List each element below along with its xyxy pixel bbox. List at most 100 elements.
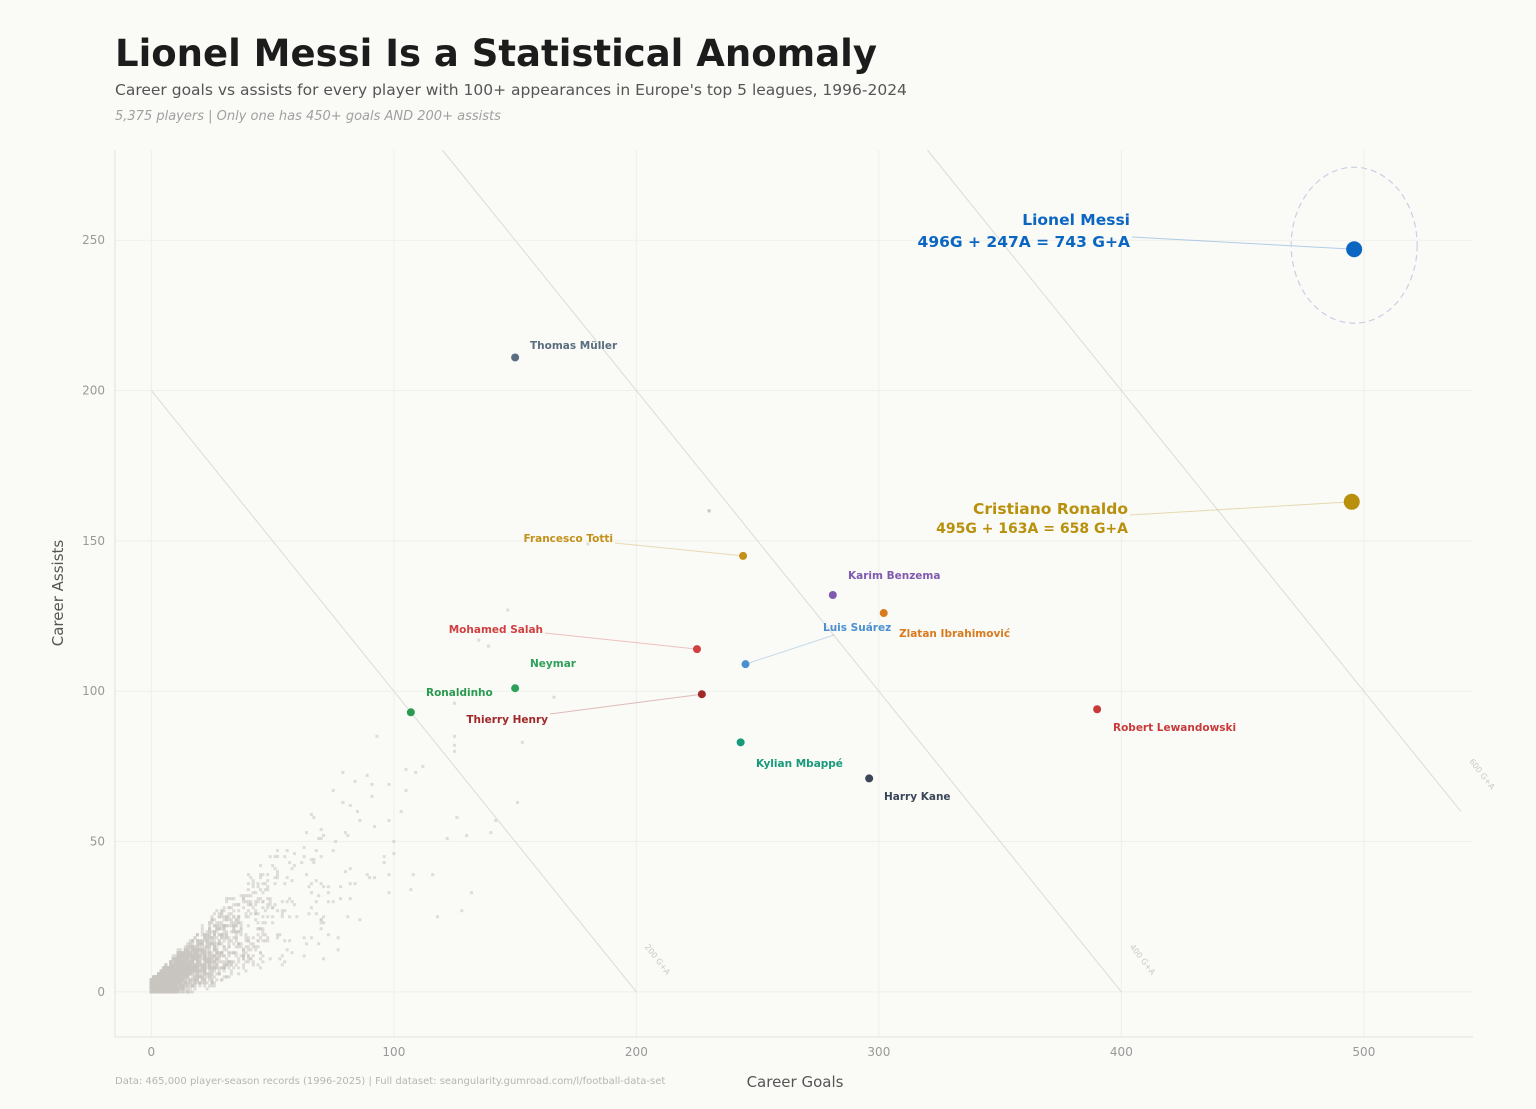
background-point bbox=[208, 954, 212, 958]
background-point bbox=[203, 978, 207, 982]
background-point bbox=[191, 942, 195, 946]
background-point bbox=[227, 924, 231, 928]
background-point bbox=[178, 957, 182, 961]
background-point bbox=[222, 960, 226, 964]
background-point bbox=[186, 942, 190, 946]
background-point bbox=[215, 909, 219, 913]
player-point bbox=[828, 591, 837, 600]
background-point bbox=[229, 918, 233, 922]
background-point bbox=[256, 900, 260, 904]
background-point bbox=[259, 957, 262, 961]
background-point bbox=[312, 816, 316, 820]
background-point bbox=[157, 975, 161, 979]
background-point bbox=[178, 963, 182, 967]
background-point bbox=[174, 987, 178, 991]
background-point bbox=[174, 969, 178, 973]
background-point bbox=[251, 963, 255, 967]
background-point bbox=[486, 644, 490, 648]
background-point bbox=[174, 984, 178, 988]
background-point bbox=[237, 915, 241, 919]
background-point bbox=[322, 957, 326, 961]
background-point bbox=[176, 978, 180, 982]
background-point bbox=[251, 945, 255, 949]
background-point bbox=[169, 981, 173, 985]
background-point bbox=[169, 975, 173, 979]
background-point bbox=[220, 921, 224, 925]
background-point bbox=[166, 969, 170, 973]
background-point bbox=[246, 888, 250, 892]
background-point bbox=[225, 957, 229, 961]
background-point bbox=[200, 933, 204, 937]
background-point bbox=[222, 954, 226, 958]
background-point bbox=[237, 972, 241, 976]
background-point bbox=[176, 981, 180, 985]
background-point bbox=[178, 951, 182, 955]
background-point bbox=[244, 933, 248, 937]
background-point bbox=[178, 954, 182, 958]
background-point bbox=[154, 978, 158, 982]
background-point bbox=[186, 966, 190, 970]
background-point bbox=[348, 897, 352, 901]
background-point bbox=[174, 957, 178, 961]
background-point bbox=[273, 867, 277, 871]
background-point bbox=[263, 933, 267, 937]
background-point bbox=[288, 915, 292, 919]
background-point bbox=[208, 930, 212, 934]
background-point bbox=[171, 969, 175, 973]
background-point bbox=[205, 933, 209, 937]
background-point bbox=[404, 767, 408, 771]
background-point bbox=[164, 972, 168, 976]
background-point bbox=[200, 930, 204, 934]
background-point bbox=[246, 873, 250, 877]
background-point bbox=[191, 963, 195, 967]
background-point bbox=[186, 948, 190, 952]
background-point bbox=[368, 876, 372, 880]
background-point bbox=[302, 855, 306, 859]
background-point bbox=[249, 894, 253, 898]
background-point bbox=[244, 960, 248, 964]
background-point bbox=[266, 903, 270, 907]
background-point bbox=[455, 816, 459, 820]
background-point bbox=[261, 873, 265, 877]
background-point bbox=[261, 906, 265, 910]
background-point bbox=[283, 960, 287, 964]
background-point bbox=[178, 972, 182, 976]
player-point bbox=[697, 690, 706, 699]
background-point bbox=[198, 939, 202, 943]
background-point bbox=[249, 912, 253, 916]
background-point bbox=[266, 885, 270, 889]
background-point bbox=[210, 975, 214, 979]
background-point bbox=[491, 719, 495, 723]
background-point bbox=[208, 921, 212, 925]
background-point bbox=[251, 891, 255, 895]
background-point bbox=[198, 960, 202, 964]
background-point bbox=[251, 882, 255, 886]
background-point bbox=[266, 888, 270, 892]
background-point bbox=[164, 963, 168, 967]
background-point bbox=[208, 960, 212, 964]
background-point bbox=[220, 924, 224, 928]
background-point bbox=[225, 960, 229, 964]
background-point bbox=[164, 975, 168, 979]
background-point bbox=[162, 984, 165, 988]
background-point bbox=[200, 945, 204, 949]
player-label: Cristiano Ronaldo bbox=[973, 500, 1128, 518]
background-point bbox=[414, 770, 418, 774]
background-point bbox=[300, 861, 304, 865]
background-point bbox=[309, 882, 313, 886]
background-point bbox=[251, 879, 255, 883]
background-point bbox=[261, 927, 265, 931]
background-point bbox=[229, 906, 233, 910]
background-point bbox=[319, 837, 323, 841]
background-point bbox=[445, 837, 449, 841]
background-point bbox=[229, 897, 233, 901]
background-point bbox=[149, 990, 153, 994]
background-point bbox=[217, 942, 221, 946]
background-point bbox=[215, 978, 219, 982]
background-point bbox=[171, 972, 175, 976]
background-point bbox=[210, 936, 214, 940]
background-point bbox=[285, 948, 289, 952]
background-point bbox=[259, 888, 262, 892]
background-point bbox=[195, 969, 199, 973]
x-tick-label: 300 bbox=[867, 1045, 890, 1059]
